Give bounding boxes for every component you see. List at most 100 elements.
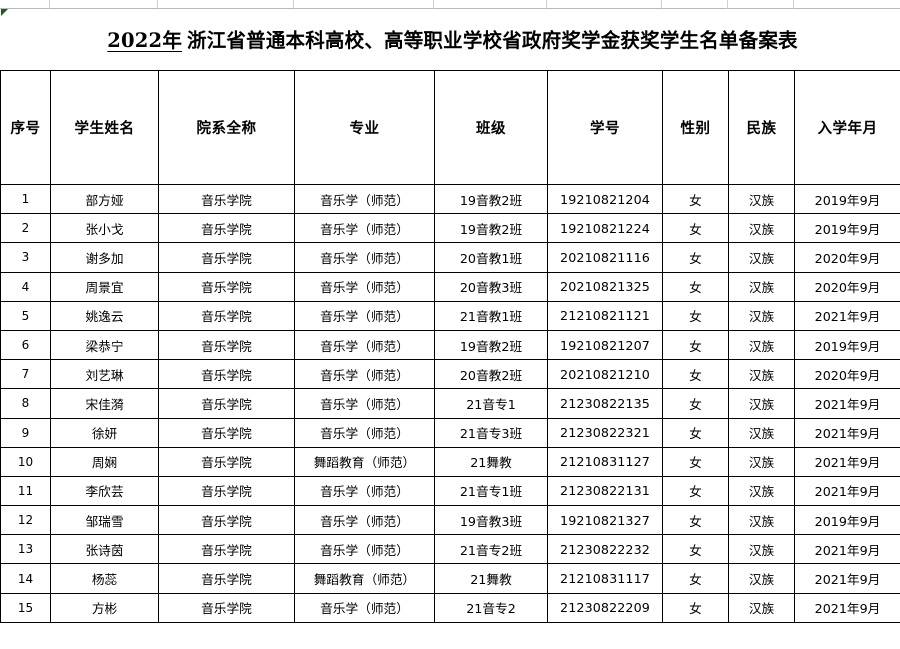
cell-sid: 20210821325 — [547, 271, 663, 302]
table-row: 1 部方娅 音乐学院 音乐学（师范） 19音教2班 19210821204 女汉族 2019年… — [0, 183, 900, 215]
page-title-subject: 浙江省普通本科高校、高等职业学校省政府奖学金获奖学生名单备案表 — [187, 29, 798, 53]
cell-date: 2021年9月 — [794, 388, 900, 419]
cell-major: 舞蹈教育（师范） — [294, 563, 435, 594]
cell-date: 2021年9月 — [794, 300, 900, 331]
cell-class: 21音教1班 — [434, 300, 548, 331]
cell-dept: 音乐学院 — [158, 213, 295, 244]
cell-gender: 女 — [662, 183, 729, 215]
cell-index: 10 — [0, 446, 51, 477]
cell-date: 2021年9月 — [794, 563, 900, 594]
cell-name: 杨蕊 — [50, 563, 159, 594]
cell-ethnic: 汉族 — [728, 563, 795, 594]
cell-comment-flag-icon — [1, 9, 8, 16]
cell-dept: 音乐学院 — [158, 359, 295, 390]
cell-dept: 音乐学院 — [158, 505, 295, 536]
cell-sid: 19210821224 — [547, 213, 663, 244]
cell-index: 6 — [0, 329, 51, 361]
column-header-class: 班级 — [434, 70, 548, 185]
cell-date: 2021年9月 — [794, 592, 900, 623]
cell-index: 9 — [0, 417, 51, 448]
cell-gender: 女 — [662, 213, 729, 244]
cell-class: 21舞教 — [434, 563, 548, 594]
table-row: 10 周娴 音乐学院 舞蹈教育（师范） 21舞教 21210831127 女汉族 2021年9… — [0, 446, 900, 477]
spreadsheet-column-ruler — [0, 0, 900, 10]
cell-sid: 19210821207 — [547, 329, 663, 361]
scholarship-recipients-table: 序号 学生姓名 院系全称 专业 班级 学号 性别 民族 入学年月 1 部方娅 音乐学… — [0, 70, 900, 623]
cell-date: 2019年9月 — [794, 213, 900, 244]
cell-major: 音乐学（师范） — [294, 592, 435, 623]
cell-sid: 21210821121 — [547, 300, 663, 331]
cell-date: 2021年9月 — [794, 446, 900, 477]
table-row: 6 梁恭宁 音乐学院 音乐学（师范） 19音教2班 19210821207 女汉族 2019年… — [0, 329, 900, 361]
column-header-major: 专业 — [294, 70, 435, 185]
table-row: 7 刘艺琳 音乐学院 音乐学（师范） 20音教2班 20210821210 女汉族 2020年… — [0, 359, 900, 390]
cell-dept: 音乐学院 — [158, 388, 295, 419]
column-divider-tick — [49, 0, 50, 9]
column-header-sid: 学号 — [547, 70, 663, 185]
cell-ethnic: 汉族 — [728, 592, 795, 623]
page-title: 2022年 浙江省普通本科高校、高等职业学校省政府奖学金获奖学生名单备案表 — [0, 12, 900, 70]
cell-dept: 音乐学院 — [158, 242, 295, 273]
cell-major: 音乐学（师范） — [294, 242, 435, 273]
cell-date: 2021年9月 — [794, 534, 900, 565]
cell-date: 2019年9月 — [794, 505, 900, 536]
column-divider-tick — [793, 0, 794, 9]
cell-index: 15 — [0, 592, 51, 623]
cell-gender: 女 — [662, 271, 729, 302]
column-header-dept: 院系全称 — [158, 70, 295, 185]
cell-name: 邹瑞雪 — [50, 505, 159, 536]
table-header-row: 序号 学生姓名 院系全称 专业 班级 学号 性别 民族 入学年月 — [0, 70, 900, 185]
page-title-year: 2022年 — [107, 29, 183, 53]
table-body: 1 部方娅 音乐学院 音乐学（师范） 19音教2班 19210821204 女汉族 2019年… — [0, 183, 900, 623]
cell-name: 张诗茵 — [50, 534, 159, 565]
cell-date: 2021年9月 — [794, 475, 900, 507]
cell-gender: 女 — [662, 446, 729, 477]
cell-class: 19音教2班 — [434, 329, 548, 361]
cell-date: 2020年9月 — [794, 242, 900, 273]
cell-ethnic: 汉族 — [728, 505, 795, 536]
table-row: 15 方彬 音乐学院 音乐学（师范） 21音专2 21230822209 女汉族 2021年9… — [0, 592, 900, 623]
cell-major: 音乐学（师范） — [294, 213, 435, 244]
cell-major: 音乐学（师范） — [294, 359, 435, 390]
cell-class: 20音教1班 — [434, 242, 548, 273]
cell-class: 21音专2 — [434, 592, 548, 623]
table-row: 5 姚逸云 音乐学院 音乐学（师范） 21音教1班 21210821121 女汉族 2021年… — [0, 300, 900, 331]
cell-gender: 女 — [662, 359, 729, 390]
table-row: 3 谢多加 音乐学院 音乐学（师范） 20音教1班 20210821116 女汉族 2020年… — [0, 242, 900, 273]
cell-ethnic: 汉族 — [728, 213, 795, 244]
cell-index: 11 — [0, 475, 51, 507]
cell-class: 20音教3班 — [434, 271, 548, 302]
cell-major: 音乐学（师范） — [294, 271, 435, 302]
cell-dept: 音乐学院 — [158, 592, 295, 623]
cell-index: 4 — [0, 271, 51, 302]
cell-name: 部方娅 — [50, 183, 159, 215]
cell-sid: 21230822209 — [547, 592, 663, 623]
cell-name: 张小戈 — [50, 213, 159, 244]
cell-index: 12 — [0, 505, 51, 536]
cell-sid: 20210821210 — [547, 359, 663, 390]
cell-sid: 21230822321 — [547, 417, 663, 448]
cell-class: 21音专3班 — [434, 417, 548, 448]
cell-major: 音乐学（师范） — [294, 475, 435, 507]
column-divider-tick — [433, 0, 434, 9]
cell-date: 2020年9月 — [794, 359, 900, 390]
cell-gender: 女 — [662, 242, 729, 273]
cell-sid: 19210821327 — [547, 505, 663, 536]
cell-date: 2020年9月 — [794, 271, 900, 302]
table-row: 13 张诗茵 音乐学院 音乐学（师范） 21音专2班 21230822232 女汉族 2021… — [0, 534, 900, 565]
table-row: 11 李欣芸 音乐学院 音乐学（师范） 21音专1班 21230822131 女汉族 2021… — [0, 475, 900, 507]
cell-index: 7 — [0, 359, 51, 390]
cell-ethnic: 汉族 — [728, 359, 795, 390]
cell-ethnic: 汉族 — [728, 329, 795, 361]
cell-dept: 音乐学院 — [158, 300, 295, 331]
cell-class: 21音专2班 — [434, 534, 548, 565]
cell-class: 21音专1 — [434, 388, 548, 419]
cell-name: 刘艺琳 — [50, 359, 159, 390]
cell-major: 音乐学（师范） — [294, 388, 435, 419]
cell-major: 舞蹈教育（师范） — [294, 446, 435, 477]
column-divider-tick — [546, 0, 547, 9]
column-header-ethnic: 民族 — [728, 70, 795, 185]
cell-name: 姚逸云 — [50, 300, 159, 331]
table-row: 9 徐妍 音乐学院 音乐学（师范） 21音专3班 21230822321 女汉族 2021年9… — [0, 417, 900, 448]
cell-gender: 女 — [662, 475, 729, 507]
